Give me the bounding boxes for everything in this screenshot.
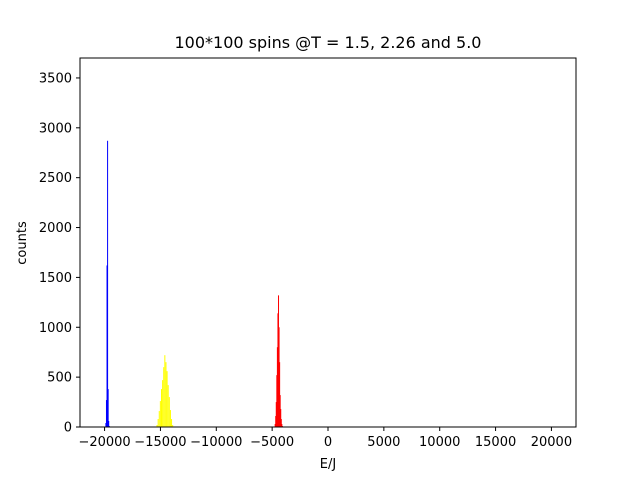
x-axis-ticks: −20000 −15000 −10000 −5000 0 5000 10000 15000 20…: [78, 427, 572, 450]
histogram-bar: [280, 409, 282, 427]
histogram-bar: [107, 140, 109, 427]
y-tick-label: 2000: [39, 221, 72, 236]
histogram-bar: [157, 419, 159, 427]
histogram-bar: [158, 411, 160, 427]
y-tick-label: 0: [64, 421, 72, 436]
histogram-bar: [164, 355, 166, 427]
histogram-bar: [156, 425, 158, 427]
histogram-bar: [281, 424, 283, 427]
histogram-bar: [160, 389, 162, 427]
histogram-bar: [274, 424, 276, 427]
histogram-bar: [162, 380, 164, 427]
histogram-bar: [166, 371, 168, 427]
histogram-bar: [275, 402, 277, 427]
y-tick-label: 3500: [39, 71, 72, 86]
histogram-bar: [277, 313, 279, 427]
histogram-bar: [276, 347, 278, 427]
y-tick-label: 1000: [39, 321, 72, 336]
bars-group: [105, 140, 284, 427]
x-tick-label: −10000: [190, 435, 242, 450]
histogram-bar: [163, 367, 165, 427]
histogram-bar: [280, 419, 282, 427]
histogram-bar: [278, 295, 280, 427]
x-tick-label: −15000: [134, 435, 186, 450]
histogram-bar: [107, 389, 109, 427]
x-tick-label: −20000: [78, 435, 130, 450]
histogram-bar: [276, 375, 278, 427]
y-tick-label: 1500: [39, 271, 72, 286]
histogram-bar: [278, 327, 280, 427]
histogram-bar: [279, 395, 281, 427]
chart-title: 100*100 spins @T = 1.5, 2.26 and 5.0: [175, 33, 482, 52]
histogram-bar: [279, 362, 281, 427]
histogram-bar: [275, 416, 277, 427]
histogram-bar: [169, 410, 171, 427]
histogram-bar: [171, 419, 173, 427]
y-axis-ticks: 0 500 1000 1500 2000 2500 3000 3500: [39, 71, 80, 436]
x-tick-label: 10000: [419, 435, 460, 450]
y-tick-label: 500: [47, 371, 72, 386]
x-tick-label: 5000: [367, 435, 400, 450]
x-tick-label: 15000: [475, 435, 516, 450]
histogram-bar: [159, 401, 161, 427]
histogram-bar: [105, 423, 107, 427]
x-tick-label: 20000: [531, 435, 572, 450]
histogram-bar: [168, 397, 170, 427]
x-tick-label: −5000: [250, 435, 294, 450]
histogram-bar: [108, 421, 110, 427]
y-tick-label: 3000: [39, 121, 72, 136]
x-tick-label: 0: [324, 435, 332, 450]
histogram-bar: [106, 265, 108, 427]
histogram-bar: [165, 362, 167, 427]
y-axis-label: counts: [15, 221, 30, 265]
y-tick-label: 2500: [39, 171, 72, 186]
histogram-bar: [105, 400, 107, 427]
histogram-bar: [167, 385, 169, 427]
histogram-bar: [172, 425, 174, 427]
x-axis-label: E/J: [320, 457, 336, 472]
